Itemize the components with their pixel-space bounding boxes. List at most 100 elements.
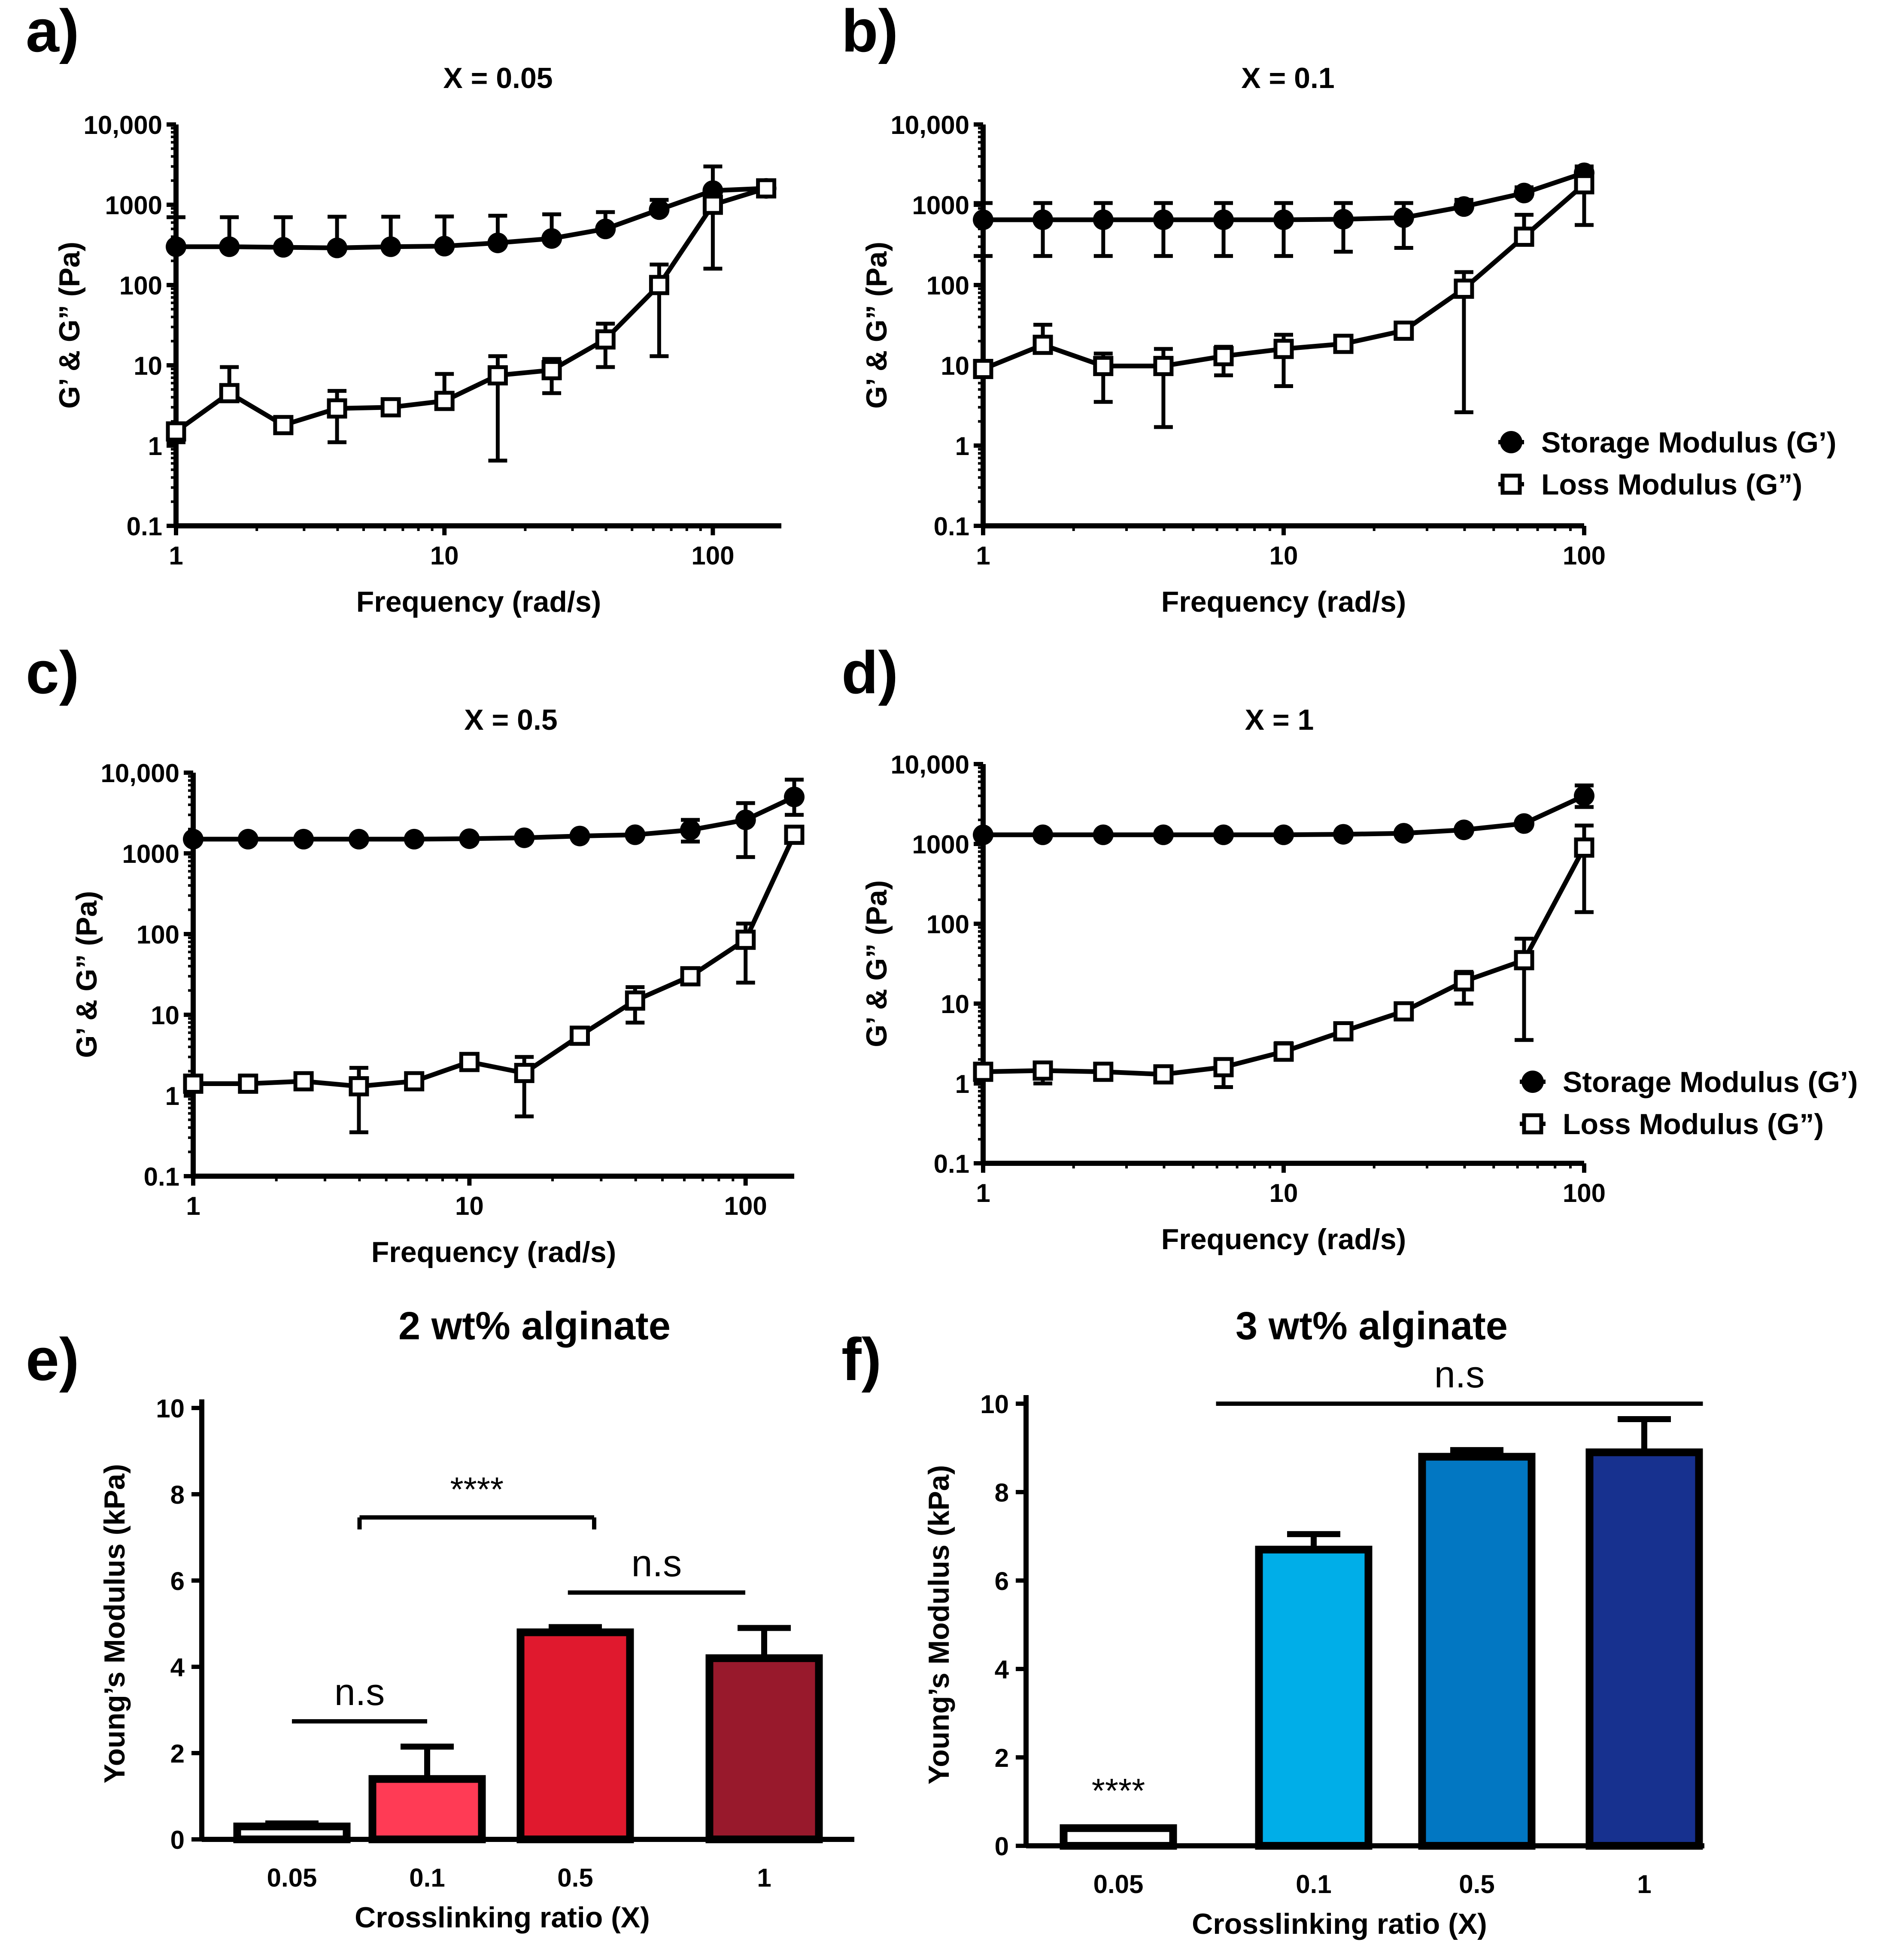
x-tick-label: 0.1	[1296, 1870, 1331, 1899]
series-loss-modulus	[973, 823, 1594, 1089]
x-axis-label: Frequency (rad/s)	[371, 1236, 616, 1268]
data-point	[1574, 786, 1594, 807]
x-tick-label: 0.1	[409, 1863, 445, 1892]
data-point	[1273, 824, 1294, 845]
y-tick-label: 1	[955, 1070, 969, 1098]
data-point	[1273, 339, 1294, 359]
data-point	[1574, 174, 1594, 194]
data-point	[434, 391, 455, 411]
data-point	[1032, 824, 1054, 845]
y-tick-label: 1000	[912, 830, 969, 859]
y-tick-label: 6	[170, 1567, 185, 1596]
data-point	[1093, 1062, 1114, 1082]
bar-0.1	[1255, 1545, 1373, 1850]
data-point	[680, 819, 701, 840]
bar-1	[705, 1654, 823, 1843]
data-point	[735, 809, 756, 830]
chart-title: X = 0.1	[1241, 62, 1334, 94]
bar-1	[1585, 1448, 1703, 1850]
data-point	[1514, 950, 1534, 971]
y-tick-label: 100	[119, 271, 162, 300]
bar-0.05	[233, 1822, 351, 1844]
panel-label: c)	[26, 639, 79, 706]
y-tick-label: 10	[941, 990, 969, 1019]
legend: Storage Modulus (G’) Loss Modulus (G”)	[1520, 1066, 1858, 1141]
data-point	[1394, 1001, 1414, 1022]
y-tick-label: 1000	[912, 191, 969, 220]
legend-label-loss: Loss Modulus (G”)	[1563, 1108, 1824, 1141]
data-point	[735, 929, 756, 950]
x-tick-label: 10	[1269, 541, 1298, 570]
significance-annotation: n.s	[1216, 1353, 1703, 1406]
data-point	[166, 236, 186, 257]
series-loss-modulus	[973, 167, 1594, 429]
data-point	[238, 1074, 258, 1094]
y-tick-label: 10	[980, 1390, 1009, 1419]
bar-0.5	[1418, 1453, 1536, 1850]
chart-title: X = 0.5	[464, 704, 557, 736]
y-tick-label: 1	[165, 1082, 179, 1110]
x-tick-label: 1	[757, 1863, 771, 1892]
y-tick-label: 1000	[122, 840, 179, 868]
data-point	[434, 236, 455, 257]
data-point	[1514, 813, 1535, 834]
y-axis-label: G’ & G” (Pa)	[53, 242, 86, 409]
data-point	[514, 1063, 534, 1083]
data-point	[1093, 824, 1114, 845]
data-point	[273, 237, 294, 258]
data-point	[1153, 209, 1174, 230]
legend-label-storage: Storage Modulus (G’)	[1541, 426, 1837, 459]
data-point	[349, 1076, 369, 1097]
data-point	[1393, 207, 1414, 228]
y-tick-label: 0.1	[127, 512, 162, 541]
y-tick-label: 0	[170, 1826, 185, 1854]
y-tick-label: 8	[170, 1481, 185, 1509]
y-tick-label: 10,000	[83, 111, 162, 140]
data-point	[459, 828, 480, 849]
series-line	[193, 795, 796, 842]
x-axis-label: Crosslinking ratio (X)	[355, 1901, 650, 1934]
x-axis-label: Crosslinking ratio (X)	[1192, 1908, 1487, 1940]
chart-title: 2 wt% alginate	[398, 1304, 671, 1348]
bar-0.5	[516, 1628, 634, 1844]
x-axis-label: Frequency (rad/s)	[356, 586, 601, 618]
y-tick-label: 10	[941, 352, 969, 380]
x-axis-label: Frequency (rad/s)	[1161, 1223, 1406, 1256]
data-point	[973, 209, 993, 230]
x-tick-label: 100	[1563, 1179, 1606, 1208]
x-tick-label: 0.5	[1459, 1870, 1494, 1899]
data-point	[569, 825, 590, 847]
series-loss-modulus	[166, 164, 777, 463]
data-point	[1213, 346, 1234, 367]
y-tick-label: 10,000	[100, 759, 179, 788]
y-tick-label: 0	[995, 1832, 1009, 1861]
data-point	[541, 228, 562, 249]
data-point	[404, 1071, 425, 1092]
data-point	[293, 828, 314, 850]
y-tick-label: 1	[148, 432, 162, 461]
y-axis-label: G’ & G” (Pa)	[860, 242, 893, 409]
y-axis-label: Young’s Modulus (kPa)	[98, 1464, 131, 1783]
chart-title: X = 0.05	[443, 62, 553, 94]
series-line	[174, 186, 767, 434]
y-axis-label: Young’s Modulus (kPa)	[923, 1465, 955, 1784]
data-point	[327, 398, 347, 419]
data-point	[327, 237, 348, 258]
y-tick-label: 2	[170, 1739, 185, 1768]
y-tick-label: 10	[151, 1001, 179, 1030]
significance-label: n.s	[334, 1671, 385, 1713]
data-point	[1333, 824, 1354, 845]
x-tick-label: 10	[430, 541, 459, 570]
data-point	[348, 828, 369, 850]
data-point	[1093, 356, 1114, 376]
significance-annotation: n.s	[292, 1671, 427, 1723]
x-axis-label: Frequency (rad/s)	[1161, 586, 1406, 618]
data-point	[293, 1071, 314, 1092]
data-point	[219, 383, 240, 404]
y-tick-label: 10	[134, 352, 162, 380]
data-point	[380, 397, 401, 418]
